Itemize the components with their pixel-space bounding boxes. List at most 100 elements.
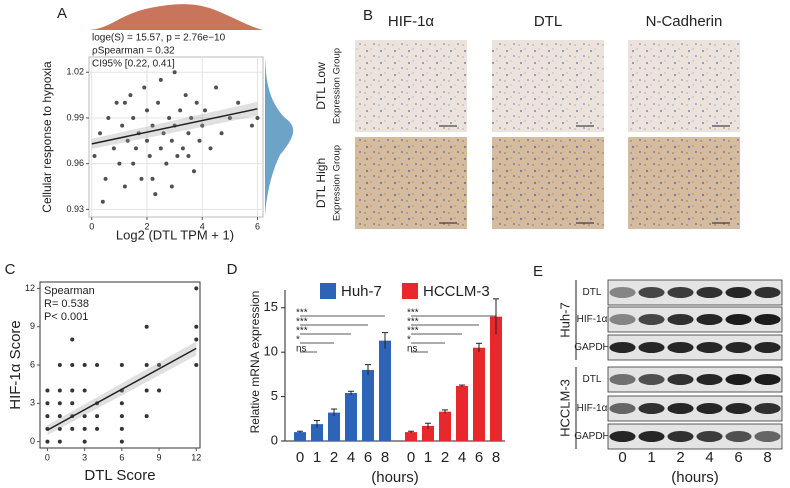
histology-image — [628, 40, 740, 132]
point — [249, 123, 254, 128]
legend-swatch — [402, 283, 418, 299]
point — [70, 363, 75, 367]
blot-band — [725, 287, 752, 298]
point — [70, 426, 75, 431]
blot-band — [667, 374, 694, 385]
blot-band — [609, 374, 636, 385]
point — [45, 414, 50, 419]
bar — [422, 425, 434, 441]
point — [120, 123, 125, 128]
point — [169, 184, 174, 189]
annotation: CI95% [0.22, 0.41] — [92, 59, 175, 70]
point — [139, 176, 144, 181]
x-tick-label: 2 — [330, 449, 338, 466]
point — [122, 100, 127, 105]
blot-band — [667, 431, 694, 442]
blot-band — [725, 403, 752, 414]
point — [194, 363, 199, 367]
blot-band — [638, 431, 665, 442]
blot-band — [754, 431, 781, 442]
x-tick-label: 4 — [200, 221, 205, 231]
blot-band — [754, 314, 781, 325]
point — [70, 401, 75, 406]
fit-band — [47, 341, 197, 436]
annotation: loge(S) = 15.57, p = 2.76e−10 — [92, 33, 226, 44]
point — [158, 77, 163, 82]
histology-image — [492, 40, 604, 132]
legend-label: HCCLM-3 — [423, 283, 490, 300]
lane-label: 4 — [705, 449, 713, 466]
row-sublabel: Expression Group — [332, 145, 343, 221]
blot-band — [696, 374, 723, 385]
legend-swatch — [320, 283, 336, 299]
point — [214, 85, 219, 90]
point — [57, 401, 62, 406]
protein-label: HIF-1α — [577, 314, 608, 325]
panel-label: D — [227, 261, 238, 278]
blot-band — [696, 314, 723, 325]
bar — [473, 347, 485, 441]
point — [125, 138, 130, 143]
y-tick-label: 1.02 — [66, 67, 84, 77]
significance-label: *** — [407, 317, 419, 328]
point — [82, 414, 87, 419]
blot-band — [638, 342, 665, 353]
significance-label: *** — [407, 308, 419, 319]
blot-band — [696, 431, 723, 442]
point — [147, 154, 152, 159]
point — [194, 286, 199, 291]
x-tick-label: 8 — [492, 449, 500, 466]
row-label: DTL High — [314, 158, 328, 208]
blot-band — [667, 403, 694, 414]
x-tick-label: 6 — [119, 452, 124, 462]
blot-strip — [607, 334, 783, 361]
point — [133, 146, 138, 151]
point — [219, 131, 224, 136]
row-sublabel: Expression Group — [332, 48, 343, 124]
blot-strip — [607, 306, 783, 333]
bar — [345, 393, 357, 441]
significance-label: * — [296, 335, 300, 346]
x-axis-label: Log2 (DTL TPM + 1) — [116, 227, 234, 242]
blot-band — [638, 374, 665, 385]
point — [194, 337, 199, 342]
column-header: N-Cadherin — [646, 13, 723, 30]
blot-band — [754, 342, 781, 353]
point — [57, 426, 62, 431]
blot-band — [609, 342, 636, 353]
y-tick-label: 0.96 — [66, 158, 84, 168]
x-axis-label: (hours) — [671, 469, 719, 486]
blot-band — [696, 287, 723, 298]
point — [111, 146, 116, 151]
point — [157, 363, 162, 367]
point — [142, 85, 147, 90]
group-label: HCCLM-3 — [557, 379, 572, 437]
point — [186, 154, 191, 159]
point — [203, 108, 207, 113]
point — [119, 426, 124, 431]
y-tick-label: 15 — [264, 299, 278, 314]
histology-image — [355, 137, 467, 229]
lane-label: 8 — [763, 449, 771, 466]
point — [194, 100, 199, 105]
point — [119, 401, 124, 406]
point — [150, 123, 155, 128]
bar — [405, 432, 417, 441]
point — [82, 388, 87, 393]
point — [145, 108, 149, 113]
point — [131, 161, 136, 166]
lane-label: 0 — [618, 449, 626, 466]
x-tick-label: 0 — [89, 221, 94, 231]
histology-image — [628, 137, 740, 229]
plot-frame — [88, 56, 264, 218]
blot-band — [754, 287, 781, 298]
x-axis-label: DTL Score — [84, 467, 155, 484]
lane-label: 6 — [734, 449, 742, 466]
x-tick-label: 12 — [191, 452, 201, 462]
group-label: Huh-7 — [557, 302, 572, 337]
point — [197, 138, 202, 143]
bar — [311, 424, 323, 441]
protein-label: GAPDH — [574, 342, 610, 353]
blot-strip — [607, 423, 783, 450]
y-axis-label: HIF-1α Score — [7, 320, 24, 410]
